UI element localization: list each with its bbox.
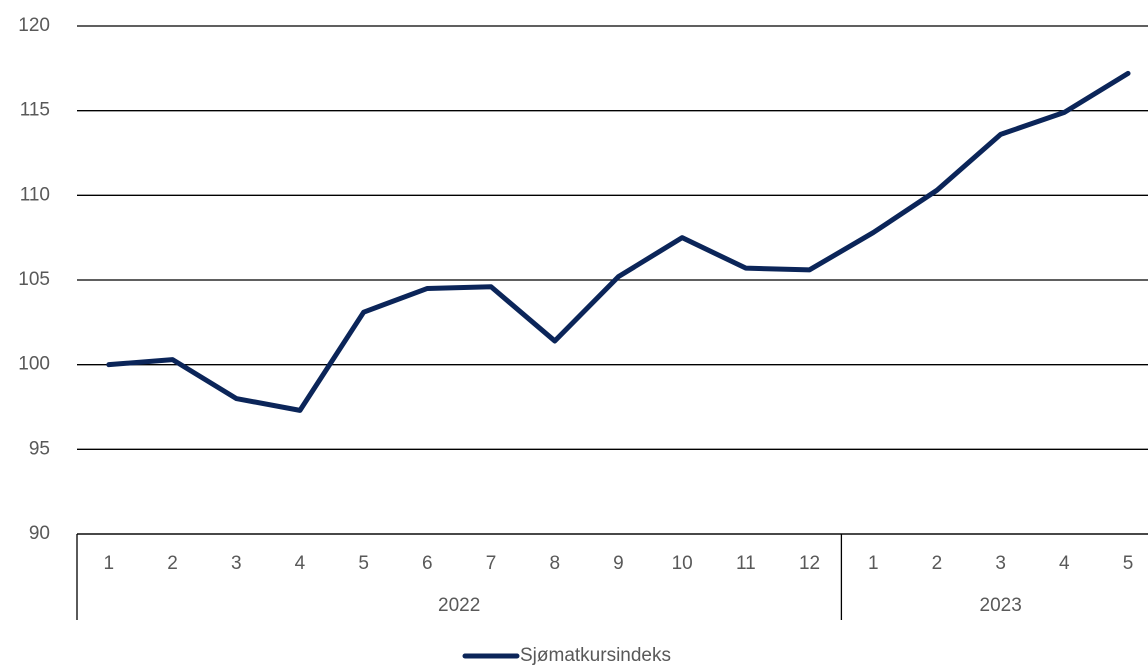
x-tick-label: 3 <box>995 553 1006 574</box>
x-tick-label: 7 <box>486 553 497 574</box>
x-tick-label: 5 <box>358 553 369 574</box>
y-tick-label: 115 <box>20 100 50 121</box>
x-tick-label: 2 <box>167 553 178 574</box>
y-tick-label: 110 <box>20 184 50 205</box>
x-tick-label: 4 <box>295 553 306 574</box>
x-group-label: 2023 <box>980 595 1022 616</box>
x-tick-label: 8 <box>549 553 560 574</box>
x-tick-label: 1 <box>868 553 879 574</box>
x-tick-label: 1 <box>104 553 115 574</box>
y-tick-label: 100 <box>18 354 50 375</box>
x-tick-label: 12 <box>799 553 820 574</box>
x-tick-label: 9 <box>613 553 624 574</box>
x-tick-label: 6 <box>422 553 433 574</box>
y-tick-label: 95 <box>29 438 50 459</box>
legend-label: Sjømatkursindeks <box>520 645 671 666</box>
data-line <box>106 70 1131 413</box>
x-group-label: 2022 <box>438 595 480 616</box>
y-tick-label: 120 <box>18 15 50 36</box>
x-tick-label: 2 <box>932 553 943 574</box>
x-tick-label: 5 <box>1123 553 1134 574</box>
x-tick-label: 10 <box>672 553 693 574</box>
x-tick-label: 4 <box>1059 553 1070 574</box>
x-tick-label: 11 <box>736 553 756 574</box>
x-tick-label: 3 <box>231 553 242 574</box>
y-tick-label: 105 <box>18 269 50 290</box>
y-tick-label: 90 <box>29 523 50 544</box>
